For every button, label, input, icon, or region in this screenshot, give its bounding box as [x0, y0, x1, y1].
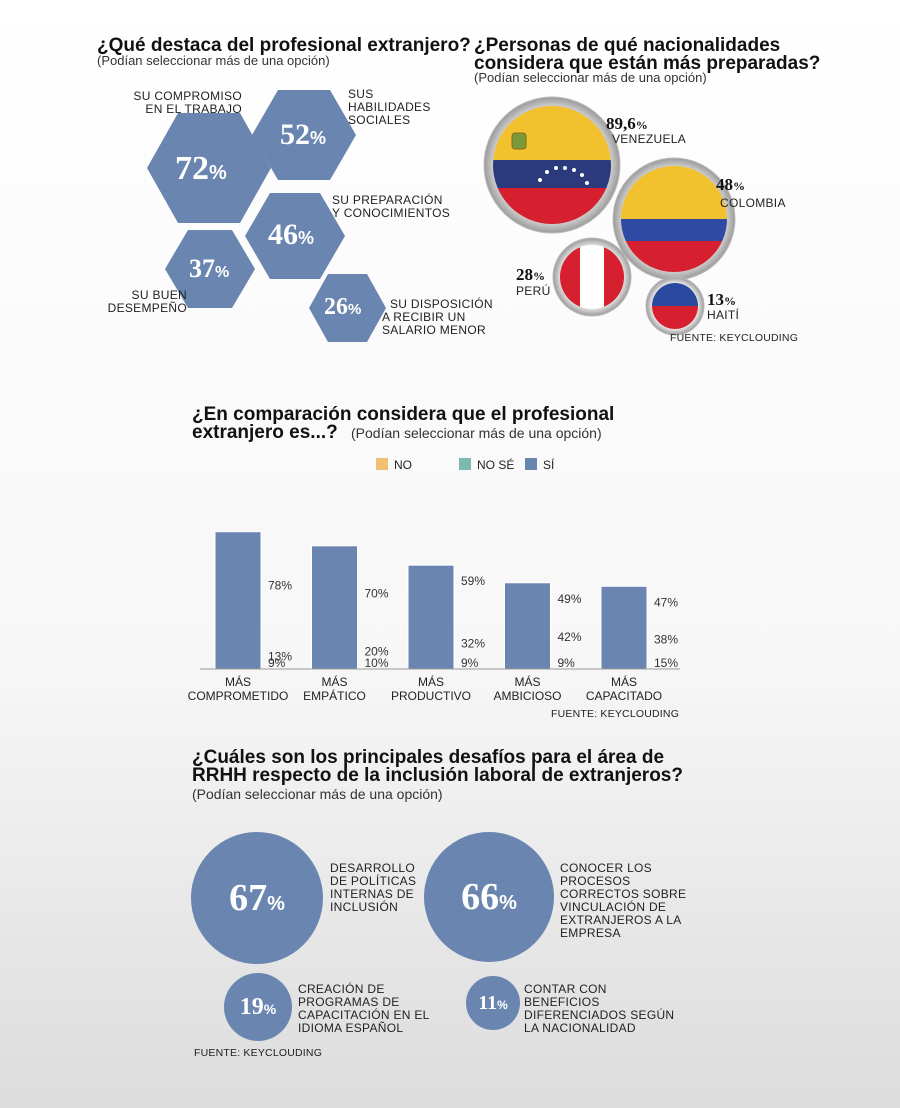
challenge-label-politicas: DESARROLLO DE POLÍTICAS INTERNAS DE INCL… [330, 861, 417, 914]
bar-3-2 [504, 582, 551, 670]
legend-swatch-1 [459, 458, 471, 470]
bar-4-2 [600, 585, 648, 670]
challenge-label-beneficios: CONTAR CON BENEFICIOS DIFERENCIADOS SEGÚ… [524, 982, 675, 1035]
section1-title: ¿Qué destaca del profesional extranjero? [97, 35, 471, 56]
hexagon-46 [245, 193, 345, 279]
category-label-1-1: EMPÁTICO [303, 688, 366, 703]
data-label-0-1: 13% [268, 649, 292, 663]
flag-label-colombia: 48% COLOMBIA [716, 175, 786, 210]
section3-title: ¿En comparación considera que el profesi… [192, 404, 615, 443]
hexagon-72 [147, 113, 271, 223]
legend-label-2: SÍ [543, 457, 555, 472]
data-label-1-2: 70% [365, 587, 389, 601]
label-salario: SU DISPOSICIÓN A RECIBIR UN SALARIO MENO… [382, 297, 493, 337]
hex-value-52: 52% [280, 118, 327, 151]
data-label-3-2: 49% [558, 592, 582, 606]
bar-1-2 [311, 545, 358, 670]
haiti-flag [652, 283, 698, 329]
category-label-3-0: MÁS [514, 674, 540, 689]
flag-label-peru: 28% PERÚ [516, 265, 551, 298]
section2-source: FUENTE: KEYCLOUDING [670, 332, 799, 344]
flag-label-haiti: 13% HAITÍ [707, 290, 740, 322]
section4-source: FUENTE: KEYCLOUDING [194, 1047, 323, 1059]
bar-2-2 [407, 564, 455, 670]
hexagon-52 [252, 90, 356, 180]
challenge-label-procesos: CONOCER LOS PROCESOS CORRECTOS SOBRE VIN… [560, 861, 687, 940]
section2-subtitle: (Podían seleccionar más de una opción) [474, 70, 707, 85]
section2-title: ¿Personas de qué nacionalidades consider… [474, 35, 821, 74]
data-label-1-1: 20% [365, 645, 389, 659]
section3-source: FUENTE: KEYCLOUDING [551, 708, 680, 720]
section4-title: ¿Cuáles son los principales desafíos par… [192, 747, 683, 786]
hex-value-37: 37% [189, 254, 230, 283]
peru-flag [560, 245, 624, 309]
hex-value-46: 46% [268, 218, 315, 251]
category-label-4-1: CAPACITADO [586, 689, 662, 703]
data-label-2-0: 9% [461, 656, 479, 670]
legend-label-1: NO SÉ [477, 457, 514, 472]
circle-66: 66% [424, 832, 554, 962]
data-label-0-0: 9% [268, 656, 286, 670]
challenge-label-capacitacion: CREACIÓN DE PROGRAMAS DE CAPACITACIÓN EN… [298, 982, 430, 1035]
label-sociales: SUS HABILIDADES SOCIALES [348, 87, 431, 127]
hexagon-26 [309, 274, 386, 342]
legend-swatch-2 [525, 458, 537, 470]
label-compromiso: SU COMPROMISO EN EL TRABAJO [133, 89, 242, 116]
data-label-2-1: 32% [461, 637, 485, 651]
stacked-bar-chart: NO NO SÉ SÍ9%13%78%MÁSCOMPROMETIDO10%20%70… [188, 457, 680, 703]
hex-value-72: 72% [175, 150, 227, 187]
category-label-4-0: MÁS [611, 674, 637, 689]
section4-subtitle: (Podían seleccionar más de una opción) [192, 786, 443, 802]
hexagon-37 [165, 230, 255, 308]
data-label-0-2: 78% [268, 578, 292, 592]
flags-graphic [483, 96, 736, 336]
legend-swatch-0 [376, 458, 388, 470]
hexagon-cluster [147, 90, 386, 342]
label-desempeno: SU BUEN DESEMPEÑO [107, 288, 187, 315]
data-label-4-1: 38% [654, 633, 678, 647]
category-label-0-1: COMPROMETIDO [188, 689, 289, 703]
data-label-4-0: 15% [654, 656, 678, 670]
legend-label-0: NO [394, 458, 412, 472]
hex-value-26: 26% [324, 294, 362, 320]
data-label-2-2: 59% [461, 574, 485, 588]
category-label-0-0: MÁS [225, 674, 251, 689]
label-preparacion: SU PREPARACIÓN Y CONOCIMIENTOS [332, 193, 451, 220]
section1-subtitle: (Podían seleccionar más de una opción) [97, 53, 330, 68]
circle-11: 11% [466, 976, 520, 1030]
data-label-4-2: 47% [654, 595, 678, 609]
category-label-1-0: MÁS [321, 674, 347, 689]
circle-67: 67% [191, 832, 323, 964]
data-label-1-0: 10% [365, 656, 389, 670]
bar-0-2 [214, 531, 262, 670]
category-label-2-1: PRODUCTIVO [391, 689, 471, 703]
circle-19: 19% [224, 973, 292, 1041]
category-label-3-1: AMBICIOSO [493, 689, 561, 703]
flag-label-venezuela: 89,6% VENEZUELA [606, 114, 687, 146]
category-label-2-0: MÁS [418, 674, 444, 689]
data-label-3-0: 9% [558, 656, 576, 670]
data-label-3-1: 42% [558, 630, 582, 644]
